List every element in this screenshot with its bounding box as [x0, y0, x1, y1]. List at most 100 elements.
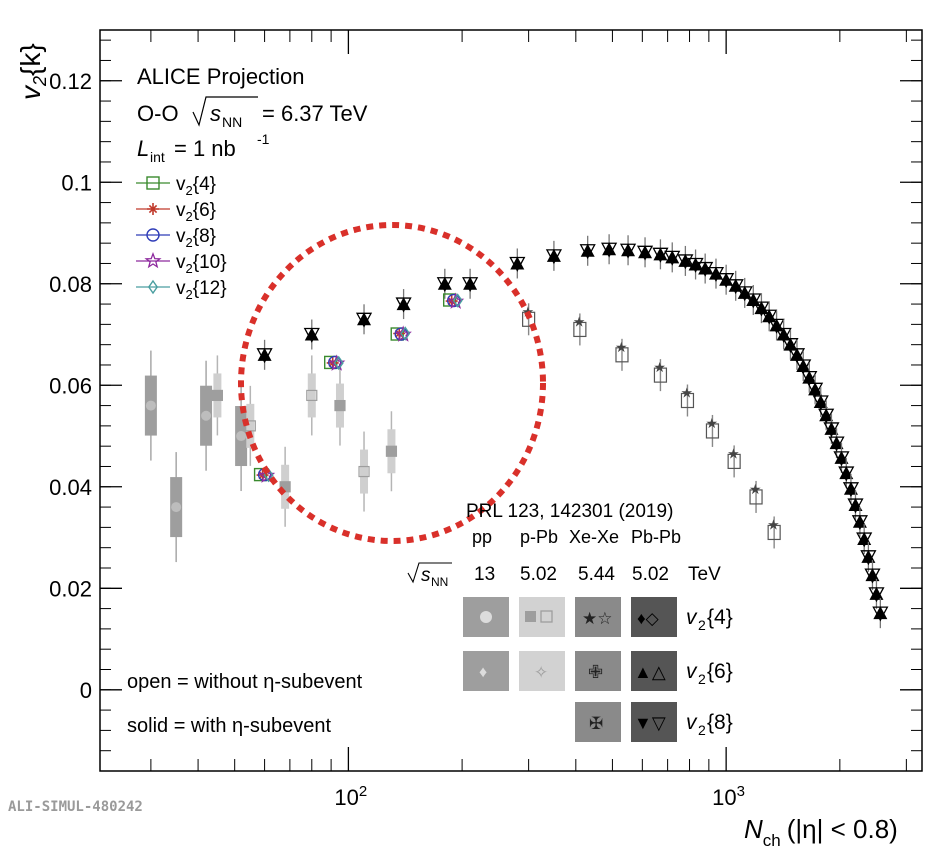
row-label-v28: v 2 {8} — [686, 711, 733, 738]
pbpb-down-triangle — [851, 515, 868, 531]
pbpb-down-triangle — [812, 395, 829, 411]
svg-text:L: L — [137, 136, 149, 161]
legend-label: v2{6} — [176, 200, 216, 224]
energy-xexe: 5.44 — [578, 564, 615, 585]
pbpb-v28-markers: ▼▽ — [634, 713, 666, 733]
pbpb-down-triangle — [782, 338, 799, 354]
pbpb-up-triangle — [602, 242, 617, 256]
pbpb-up-triangle — [824, 421, 839, 435]
ref-sqrt-s: s — [421, 565, 431, 586]
svg-text:{8}: {8} — [707, 711, 733, 734]
ppb-syst-box — [246, 403, 255, 448]
pbpb-down-triangle — [677, 254, 694, 270]
pbpb-down-triangle — [753, 301, 770, 317]
svg-text:v: v — [686, 606, 698, 629]
pbpb-down-triangle — [801, 371, 818, 387]
pbpb-down-triangle — [545, 249, 562, 265]
ppb-point — [211, 389, 223, 402]
xexe-v26-marker: ✙ — [588, 662, 603, 682]
legend-label: v2{4} — [176, 174, 216, 198]
system-label-pp: pp — [472, 527, 492, 547]
pp-point — [171, 502, 182, 513]
pbpb-up-triangle — [819, 408, 834, 422]
pbpb-up-triangle — [510, 256, 525, 270]
svg-text:NN: NN — [222, 114, 242, 130]
energy-label: O-O s NN = 6.37 TeV — [137, 96, 368, 130]
pbpb-up-triangle — [861, 549, 876, 563]
pbpb-up-triangle — [437, 276, 452, 290]
pbpb-down-triangle — [860, 550, 877, 566]
pbpb-down-triangle — [847, 498, 864, 514]
pbpb-down-triangle — [842, 482, 860, 498]
pbpb-down-triangle — [788, 348, 806, 364]
ppb-point — [358, 465, 370, 478]
pbpb-up-triangle — [708, 266, 723, 280]
legend-item: v2{6} — [136, 200, 216, 224]
reference-legend: PRL 123, 142301 (2019) pp p-Pb Xe-Xe Pb-… — [407, 501, 733, 742]
xexe-point-open — [680, 392, 695, 409]
pbpb-down-triangle — [303, 327, 320, 343]
ppb-point — [385, 445, 398, 457]
pbpb-up-triangle — [848, 498, 863, 512]
y-tick-label: 0.02 — [49, 576, 92, 601]
oo-v212-point — [452, 293, 463, 308]
xexe-point-open — [767, 524, 781, 541]
watermark: ALI-SIMUL-480242 — [8, 799, 143, 815]
pbpb-up-triangle — [546, 248, 561, 262]
xexe-point-open — [705, 423, 720, 439]
oo-v26-point — [393, 327, 406, 340]
pbpb-down-triangle — [462, 277, 479, 293]
xexe-star-marker: ★ — [653, 359, 666, 375]
ppb-v24-open-marker — [540, 610, 553, 623]
xexe-star-marker: ★ — [749, 481, 762, 497]
energy-pp: 13 — [474, 564, 495, 585]
pbpb-down-triangle — [818, 408, 835, 424]
pbpb-down-triangle — [856, 532, 873, 548]
open-marker-note: open = without η-subevent — [127, 671, 363, 693]
svg-text:v: v — [686, 711, 698, 734]
oo-v212-point — [400, 326, 411, 341]
legend-item: v2{4} — [136, 174, 216, 198]
oo-v212-point — [333, 355, 344, 371]
pbpb-down-triangle — [355, 312, 373, 328]
pbpb-up-triangle — [698, 261, 713, 275]
pbpb-down-triangle — [761, 309, 778, 325]
pbpb-up-triangle — [808, 382, 823, 396]
chart-title: ALICE Projection — [137, 64, 305, 89]
energy-pbpb: 5.02 — [632, 564, 669, 585]
xexe-star-marker: ★ — [727, 445, 740, 461]
ref-sqrt-sub: NN — [431, 575, 448, 589]
x-tick-label: 102 — [334, 783, 367, 810]
pbpb-up-triangle — [257, 347, 272, 361]
pbpb-up-triangle — [802, 370, 817, 384]
energy-unit: TeV — [688, 564, 721, 585]
pbpb-v24-markers: ♦◇ — [637, 609, 660, 628]
solid-marker-note: solid = with η-subevent — [127, 715, 331, 737]
pbpb-up-triangle — [737, 285, 752, 299]
xexe-point-open — [573, 321, 587, 338]
ppb-point — [306, 389, 318, 402]
xexe-v24-markers: ★☆ — [582, 609, 612, 628]
ppb-v24-solid-marker — [525, 611, 536, 622]
pbpb-down-triangle — [664, 250, 681, 266]
svg-text:{4}: {4} — [707, 606, 733, 629]
pbpb-down-triangle — [619, 243, 637, 259]
x-axis-title: Nch (|η| < 0.8) — [744, 814, 898, 850]
y-axis-title: v2{k} — [15, 43, 50, 100]
legend-label: v2{10} — [176, 252, 227, 276]
pbpb-up-triangle — [678, 253, 693, 267]
x-tick-label: 103 — [712, 783, 745, 810]
y-tick-label: 0.1 — [61, 170, 92, 195]
pbpb-up-triangle — [839, 466, 854, 480]
svg-text:{6}: {6} — [707, 660, 733, 683]
pbpb-down-triangle — [395, 297, 412, 313]
system-label-xexe: Xe-Xe — [569, 527, 619, 547]
pbpb-up-triangle — [834, 450, 849, 464]
pbpb-down-triangle — [601, 242, 618, 258]
pbpb-up-triangle — [869, 586, 884, 600]
legend-marker — [146, 176, 160, 190]
pbpb-up-triangle — [638, 245, 653, 259]
system-label-ppb: p-Pb — [520, 527, 558, 547]
y-tick-label: 0.06 — [49, 373, 92, 398]
